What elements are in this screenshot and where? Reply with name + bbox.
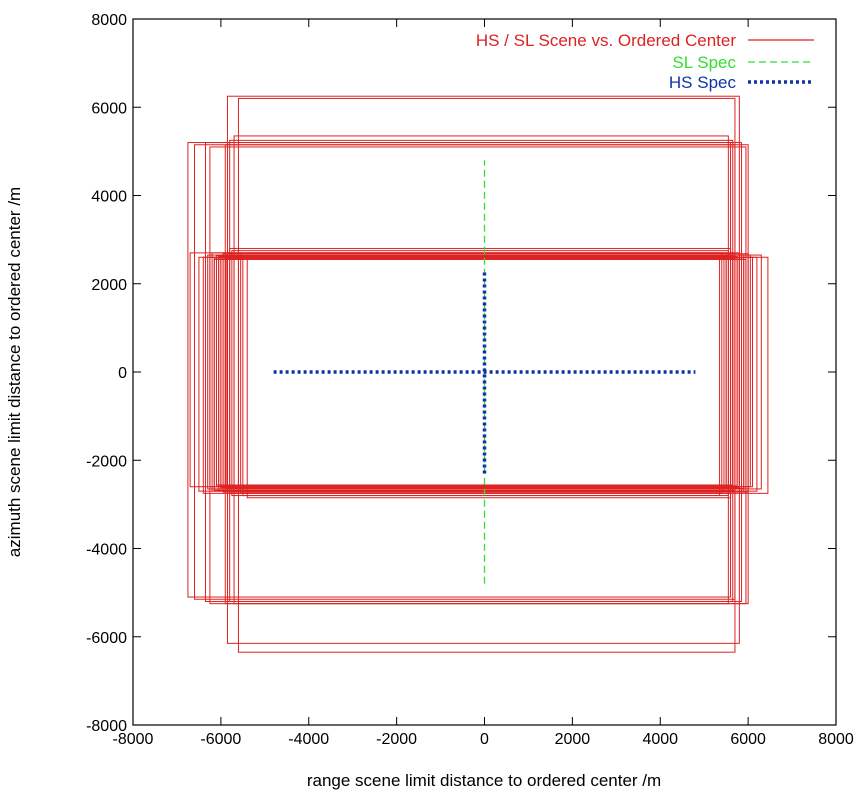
y-tick-label: 6000 (91, 100, 127, 117)
x-tick-label: 8000 (818, 731, 854, 748)
y-tick-labels: -8000 -6000 -4000 -2000 0 2000 4000 6000 8000 (86, 12, 127, 735)
scene-rectangle-3 (209, 146, 747, 605)
scene-rectangle-27 (242, 254, 721, 497)
scene-rectangle-15 (213, 258, 747, 490)
y-tick-label: -4000 (86, 542, 127, 559)
y-axis-label: azimuth scene limit distance to ordered … (5, 187, 24, 557)
x-tick-label: -6000 (200, 731, 241, 748)
y-tick-label: 2000 (91, 277, 127, 294)
legend-label-sl-spec: SL Spec (672, 53, 736, 72)
scene-rectangle-6 (237, 97, 736, 653)
scene-rectangle-34 (215, 255, 734, 486)
axis-ticks (132, 18, 837, 726)
scene-rectangle-9 (189, 252, 727, 488)
y-tick-label: -8000 (86, 718, 127, 735)
plot-lines (187, 95, 769, 653)
scene-rectangle-10 (198, 256, 758, 492)
x-tick-labels: -8000 -6000 -4000 -2000 0 2000 4000 6000 8000 (113, 731, 854, 748)
x-axis-label: range scene limit distance to ordered ce… (307, 771, 661, 790)
x-tick-label: -8000 (113, 731, 154, 748)
legend-label-hs-spec: HS Spec (669, 73, 737, 92)
x-tick-label: 4000 (642, 731, 678, 748)
legend: HS / SL Scene vs. Ordered Center SL Spec… (476, 31, 814, 92)
scene-rectangle-31 (213, 257, 736, 491)
scene-rectangle-8 (233, 135, 729, 605)
y-tick-label: 8000 (91, 12, 127, 29)
x-tick-label: -4000 (288, 731, 329, 748)
y-tick-label: 4000 (91, 189, 127, 206)
legend-label-scene: HS / SL Scene vs. Ordered Center (476, 31, 736, 50)
scene-rectangle-32 (222, 253, 749, 493)
scene-rectangle-28 (246, 256, 732, 499)
y-tick-label: -2000 (86, 453, 127, 470)
x-tick-label: 6000 (730, 731, 766, 748)
scene-rectangle-30 (218, 255, 738, 487)
x-tick-label: -2000 (376, 731, 417, 748)
x-tick-label: 0 (480, 731, 489, 748)
scene-rectangle-4 (224, 144, 749, 605)
y-tick-label: 0 (118, 365, 127, 382)
x-tick-label: 2000 (555, 731, 591, 748)
y-tick-label: -6000 (86, 630, 127, 647)
scene-rectangle-26 (240, 252, 723, 494)
scene-rectangle-0 (187, 142, 732, 598)
